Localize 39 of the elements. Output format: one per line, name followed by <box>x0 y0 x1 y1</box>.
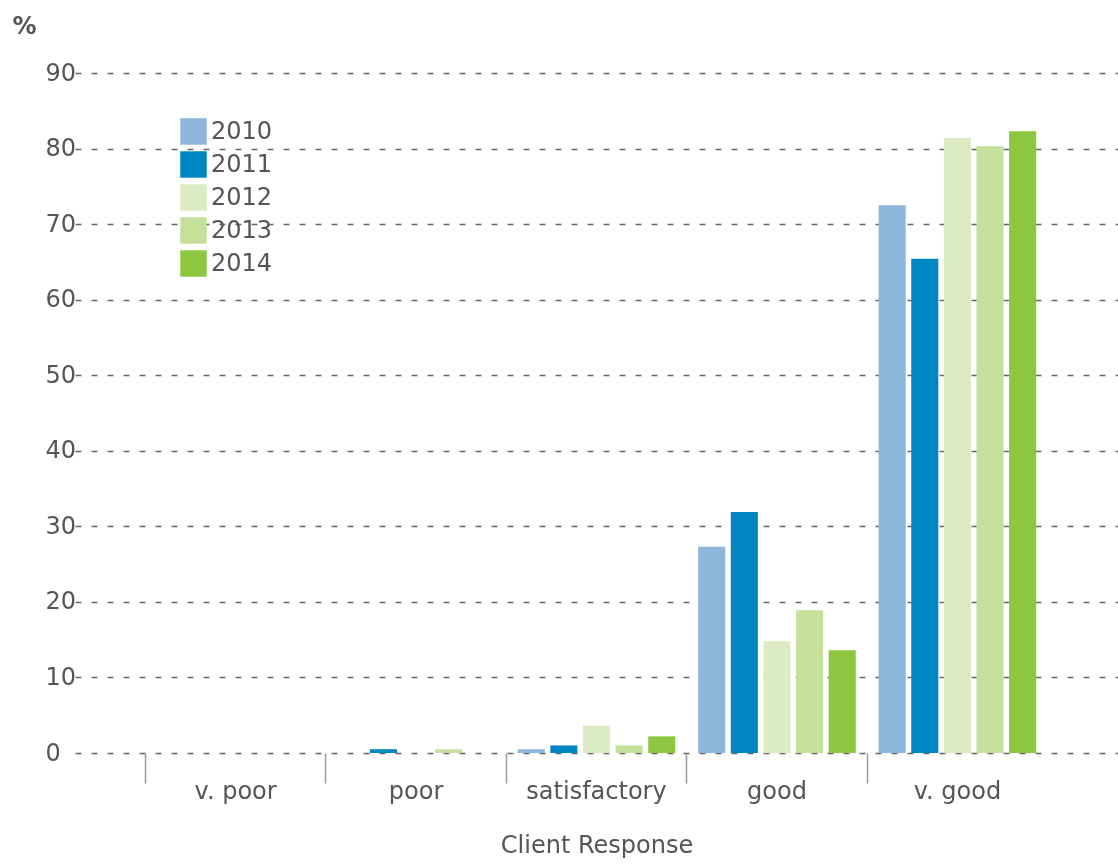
bar <box>878 205 906 753</box>
bar <box>648 736 676 753</box>
y-tick-label: 60 <box>45 285 77 314</box>
y-tick-label: 10 <box>45 662 77 691</box>
x-axis-title: Client Response <box>500 830 694 859</box>
bar <box>828 650 856 753</box>
y-tick-label: 40 <box>45 436 77 465</box>
x-tick-label: v. poor <box>194 776 277 805</box>
x-tick-label: poor <box>388 776 444 805</box>
bar <box>796 610 824 753</box>
bar <box>943 137 971 753</box>
bar <box>582 725 611 753</box>
y-tick-label: 20 <box>45 587 77 616</box>
y-tick-label: 50 <box>45 360 77 389</box>
bar <box>369 749 397 753</box>
y-tick-label: 0 <box>45 738 61 767</box>
bar <box>517 749 545 753</box>
y-tick-label: 90 <box>45 58 77 87</box>
x-tick-label: satisfactory <box>526 776 667 805</box>
legend-label: 2011 <box>211 149 273 178</box>
legend-label: 2013 <box>211 215 273 244</box>
y-tick-label: 30 <box>45 511 77 540</box>
y-tick-label: 80 <box>45 134 77 163</box>
bar <box>730 511 758 753</box>
bar <box>698 546 726 753</box>
y-axis-title: % <box>12 11 37 40</box>
y-tick-label: 70 <box>45 209 77 238</box>
legend-label: 2012 <box>211 182 273 211</box>
bar <box>615 745 643 753</box>
bar <box>435 749 463 753</box>
bar <box>976 146 1004 753</box>
bar <box>763 641 791 753</box>
legend-label: 2010 <box>211 116 273 145</box>
x-tick-label: v. good <box>913 776 1002 805</box>
bar <box>1009 131 1037 753</box>
x-tick-label: good <box>747 776 807 805</box>
bar <box>911 258 939 753</box>
bar <box>550 745 578 753</box>
legend-label: 2014 <box>211 248 273 277</box>
